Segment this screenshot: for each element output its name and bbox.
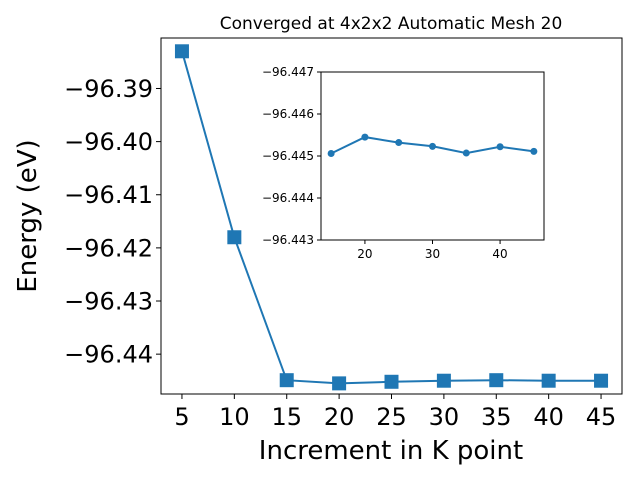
main-data-point <box>227 230 242 245</box>
inset-data-point <box>530 147 538 155</box>
main-x-tick-label: 45 <box>586 403 617 431</box>
main-data-point <box>279 373 294 388</box>
main-plot-frame <box>160 37 623 395</box>
main-x-tick-label: 25 <box>376 403 407 431</box>
main-y-tick-label: −96.41 <box>64 181 153 209</box>
x-axis-label: Increment in K point <box>259 436 523 466</box>
main-x-tick-label: 20 <box>324 403 355 431</box>
inset-y-tick-label: −96.444 <box>262 191 314 205</box>
inset-data-point <box>361 133 369 141</box>
main-y-tick-label: −96.42 <box>64 234 153 262</box>
inset-x-axis-ticks: 20 30 40 <box>357 240 508 261</box>
main-data-point <box>332 376 347 391</box>
inset-y-tick-label: −96.447 <box>262 65 314 79</box>
inset-data-point <box>327 149 335 157</box>
inset-data-point <box>429 142 436 150</box>
chart-title: Converged at 4x2x2 Automatic Mesh 20 <box>220 14 563 34</box>
inset-data-point <box>462 149 470 157</box>
main-chart-marks <box>174 44 609 391</box>
main-x-tick-label: 15 <box>271 403 302 431</box>
inset-x-tick-label: 40 <box>492 247 507 261</box>
main-x-tick-label: 30 <box>429 403 460 431</box>
inset-data-point <box>496 143 504 151</box>
main-y-tick-label: −96.43 <box>64 287 153 315</box>
main-data-point <box>174 44 189 59</box>
main-data-point <box>594 373 609 388</box>
inset-y-tick-label: −96.443 <box>262 233 314 247</box>
main-y-tick-label: −96.44 <box>64 341 153 369</box>
main-chart: Converged at 4x2x2 Automatic Mesh 20 −96… <box>13 14 623 466</box>
main-y-tick-label: −96.39 <box>64 75 153 103</box>
inset-data-point <box>395 139 403 147</box>
inset-x-tick-label: 30 <box>425 247 440 261</box>
inset-background <box>321 72 544 240</box>
main-x-tick-label: 35 <box>481 403 512 431</box>
main-x-axis-ticks: 5 10 15 20 25 30 35 40 45 <box>174 394 616 431</box>
main-data-point <box>384 374 399 389</box>
main-y-axis-ticks: −96.39 −96.40 −96.41 −96.42 −96.43 −96.44 <box>64 75 161 369</box>
main-data-point <box>489 373 504 388</box>
inset-y-tick-label: −96.445 <box>262 149 314 163</box>
main-x-tick-label: 10 <box>219 403 250 431</box>
main-data-point <box>541 373 556 388</box>
main-data-point <box>436 373 451 388</box>
main-y-tick-label: −96.40 <box>64 128 153 156</box>
main-x-tick-label: 5 <box>174 403 189 431</box>
main-x-tick-label: 40 <box>533 403 564 431</box>
y-axis-label: Energy (eV) <box>13 139 43 292</box>
inset-chart-marks <box>327 133 538 157</box>
inset-y-axis-ticks: −96.447 −96.446 −96.445 −96.444 −96.443 <box>262 65 321 247</box>
inset-plot-frame <box>320 71 545 241</box>
inset-y-tick-label: −96.446 <box>262 107 314 121</box>
inset-x-tick-label: 20 <box>357 247 372 261</box>
inset-chart: −96.447 −96.446 −96.445 −96.444 −96.443 20 30… <box>262 65 545 261</box>
